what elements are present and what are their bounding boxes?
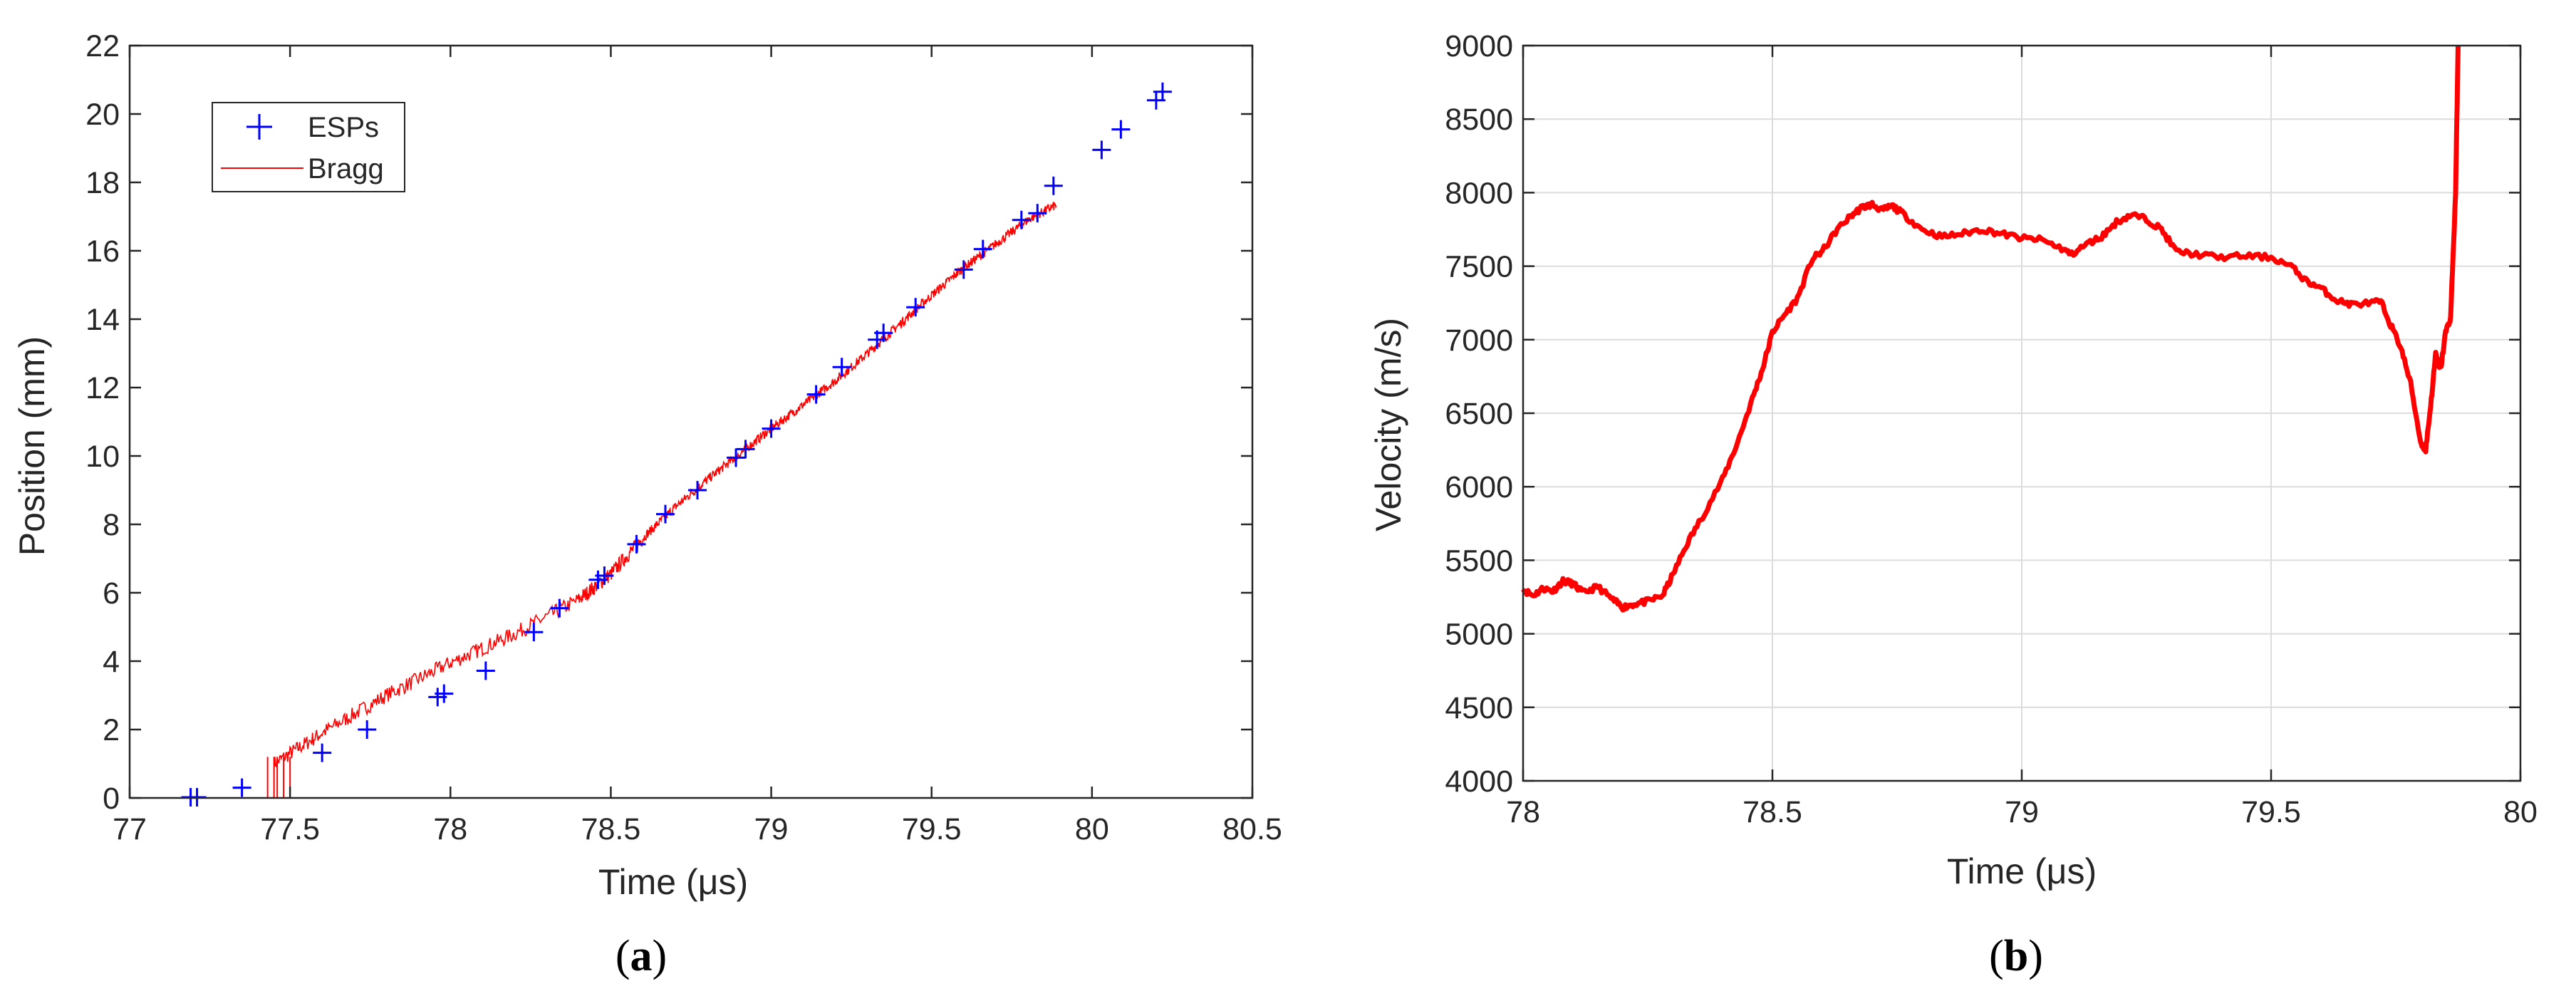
position-chart-ytick-label: 22	[85, 29, 120, 63]
velocity-chart-xtick-label: 79.5	[2241, 795, 2301, 829]
legend-esps-label: ESPs	[308, 112, 379, 143]
panel-label-a: (a)	[616, 932, 667, 980]
position-chart-ytick-label: 20	[85, 98, 120, 132]
position-chart-ytick-label: 0	[103, 782, 120, 816]
esp-point-marker	[232, 778, 251, 797]
velocity-chart-ytick-label: 4000	[1445, 764, 1513, 799]
esp-point-marker	[806, 385, 826, 404]
position-chart-ytick-label: 18	[85, 166, 120, 200]
esp-point-marker	[655, 504, 675, 524]
position-chart-ytick-label: 2	[103, 713, 120, 747]
panel-label-a-open: (	[616, 932, 630, 980]
esp-point-marker	[832, 358, 851, 377]
esp-point-marker	[1092, 140, 1111, 160]
esp-point-marker	[1044, 176, 1063, 195]
velocity-chart-xtick-label: 78.5	[1743, 795, 1802, 829]
esp-point-marker	[874, 323, 893, 343]
position-chart-data	[181, 82, 1172, 807]
velocity-chart-xtick-label: 80	[2503, 795, 2538, 829]
position-chart-ytick-label: 14	[85, 303, 120, 337]
esp-point-marker	[550, 598, 569, 618]
position-chart-xtick-label: 79	[754, 812, 789, 846]
position-chart: Position (mm) Time (μs) 77 77.5 78 78.5 79 79…	[12, 29, 1282, 902]
panel-label-b-close: )	[2028, 932, 2043, 980]
position-chart-xtick-label: 77	[113, 812, 147, 846]
position-chart-xtick-label: 78	[433, 812, 467, 846]
velocity-chart-ytick-label: 7000	[1445, 323, 1513, 358]
position-chart-xtick-label: 78.5	[581, 812, 641, 846]
panel-label-a-letter: a	[630, 932, 653, 980]
esp-point-marker	[476, 661, 495, 680]
position-chart-ytick-label: 10	[85, 440, 120, 474]
legend-box	[212, 102, 405, 192]
velocity-chart-ytick-label: 9000	[1445, 29, 1513, 63]
velocity-chart-axes: 78 78.5 79 79.5 80 4000 4500 5000 5500 6000 6500 70…	[1445, 29, 2538, 829]
velocity-chart-data	[1521, 45, 2461, 613]
esp-point-marker	[954, 260, 973, 279]
position-chart-ytick-label: 16	[85, 234, 120, 269]
position-chart-xlabel: Time (μs)	[598, 862, 748, 902]
panel-label-b: (b)	[1989, 932, 2043, 980]
panel-label-b-open: (	[1989, 932, 2004, 980]
bragg-series-line	[273, 202, 1057, 772]
velocity-chart-ytick-label: 6500	[1445, 397, 1513, 431]
velocity-chart-xtick-label: 79	[2005, 795, 2039, 829]
velocity-chart-ylabel: Velocity (m/s)	[1368, 318, 1408, 531]
esp-point-marker	[762, 419, 781, 438]
velocity-chart-ytick-label: 5500	[1445, 544, 1513, 578]
position-chart-ytick-label: 4	[103, 645, 120, 679]
position-chart-xtick-label: 77.5	[260, 812, 320, 846]
velocity-chart-ytick-label: 8500	[1445, 103, 1513, 137]
esp-point-marker	[727, 448, 746, 467]
velocity-series-line	[1521, 45, 2461, 613]
esp-point-marker	[1028, 204, 1047, 223]
position-chart-ytick-label: 6	[103, 576, 120, 611]
velocity-chart-xtick-label: 78	[1506, 795, 1540, 829]
panel-label-b-letter: b	[2004, 932, 2028, 980]
velocity-chart-ytick-label: 6000	[1445, 470, 1513, 504]
velocity-chart-ytick-label: 7500	[1445, 250, 1513, 284]
position-chart-ytick-label: 8	[103, 508, 120, 542]
esp-point-marker	[736, 440, 755, 459]
esp-point-marker	[1012, 210, 1031, 229]
esp-point-marker	[1111, 120, 1131, 139]
position-chart-xtick-label: 80	[1075, 812, 1109, 846]
esp-point-marker	[688, 481, 707, 499]
position-chart-legend: ESPs Bragg	[212, 102, 405, 192]
esp-point-marker	[595, 566, 614, 585]
velocity-chart-ytick-label: 4500	[1445, 691, 1513, 725]
velocity-chart-xlabel: Time (μs)	[1947, 851, 2097, 891]
velocity-chart-ytick-label: 5000	[1445, 618, 1513, 652]
position-chart-ytick-label: 12	[85, 371, 120, 405]
legend-bragg-label: Bragg	[308, 153, 384, 185]
velocity-chart-ytick-label: 8000	[1445, 176, 1513, 210]
esp-point-marker	[435, 684, 454, 703]
esp-point-marker	[524, 623, 544, 642]
position-chart-plot-frame	[128, 44, 1254, 799]
esp-point-marker	[627, 534, 646, 554]
position-chart-xtick-label: 79.5	[902, 812, 962, 846]
esp-point-marker	[906, 298, 925, 317]
esp-point-marker	[1153, 82, 1172, 101]
position-chart-xtick-label: 80.5	[1222, 812, 1282, 846]
position-chart-ylabel: Position (mm)	[12, 336, 52, 556]
velocity-chart: Velocity (m/s) Time (μs) 78 78.5 79 79.5 80 4…	[1368, 29, 2538, 891]
position-chart-axes: 77 77.5 78 78.5 79 79.5 80 80.5 0 2 4 6 8 10 12 14 16 18 2…	[85, 29, 1282, 846]
esp-point-marker	[313, 743, 332, 762]
panel-label-a-close: )	[653, 932, 668, 980]
esp-point-marker	[973, 239, 992, 259]
esp-point-marker	[358, 720, 377, 739]
